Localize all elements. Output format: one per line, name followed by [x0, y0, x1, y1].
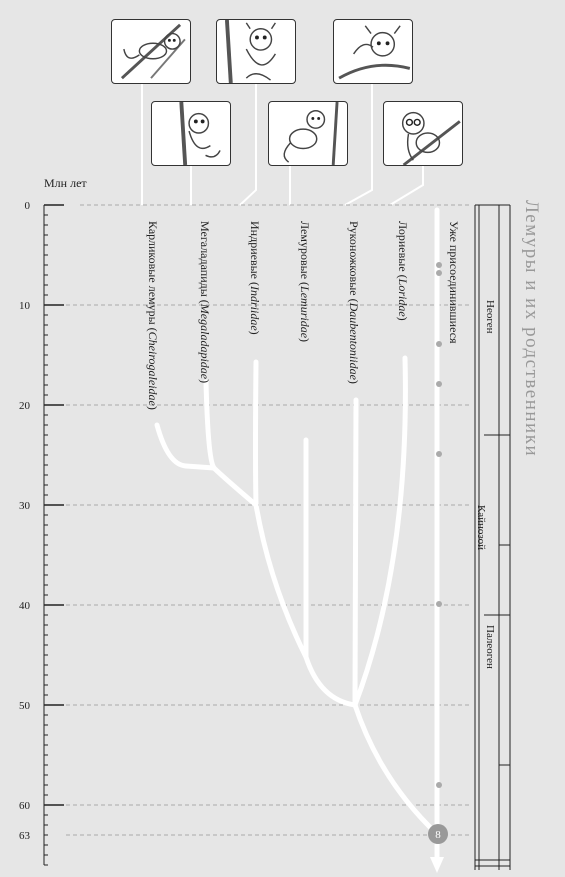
- diagram-title: Лемуры и их родственники: [521, 200, 542, 458]
- axis-tick-label: 63: [19, 830, 31, 842]
- axis-unit-label: Млн лет: [44, 176, 87, 190]
- family-label-indriidae: Индриевые (Indriidae): [248, 221, 262, 335]
- lemur-illustration-icon: [179, 102, 221, 165]
- indri-image: [216, 19, 296, 84]
- lemur-illustration-icon: [120, 23, 186, 80]
- family-label-lemuridae: Лемуровые (Lemuridae): [298, 221, 312, 342]
- arrow-down-icon: [430, 857, 444, 873]
- time-column: [474, 204, 511, 870]
- joined-dots: [436, 262, 442, 788]
- family-label-daubentoniidae: Руконожковые (Daubentoniidae): [347, 221, 361, 384]
- ring-tailed-lemur-image: [268, 101, 348, 166]
- axis-tick-label: 30: [19, 500, 31, 512]
- axis-tick-label: 0: [25, 200, 31, 212]
- sportive-lemur-image: [151, 101, 231, 166]
- axis-tick-label: 20: [19, 400, 31, 412]
- family-label-megaladapidae: Мегаладапиды (Megaladapidae): [198, 221, 212, 383]
- rendezvous-marker: [428, 824, 448, 844]
- lemur-illustration-icon: [338, 25, 411, 80]
- family-label-cheirogaleidae: Карликовые лемуры (Cheirogaleidae): [146, 221, 160, 410]
- rendezvous-number: 8: [435, 829, 441, 841]
- axis-tick-label: 60: [19, 800, 31, 812]
- lemur-illustration-icon: [401, 111, 461, 165]
- dwarf-lemur-image: [111, 19, 191, 84]
- joined-label: Уже присоединившиеся: [447, 221, 461, 344]
- era-paleogene: Палеоген: [484, 625, 496, 669]
- era-neogene: Неоген: [484, 300, 496, 334]
- tree-branches: [154, 207, 440, 863]
- family-label-loridae: Лориевые (Loridae): [396, 221, 410, 321]
- aye-aye-image: [333, 19, 413, 84]
- axis-tick-label: 50: [19, 700, 31, 712]
- lemur-illustration-icon: [224, 20, 277, 83]
- axis-tick-label: 10: [19, 300, 31, 312]
- era-cenozoic: Кайнозой: [475, 505, 487, 550]
- axis-tick-label: 40: [19, 600, 31, 612]
- lemur-illustration-icon: [283, 102, 339, 165]
- loris-image: [383, 101, 463, 166]
